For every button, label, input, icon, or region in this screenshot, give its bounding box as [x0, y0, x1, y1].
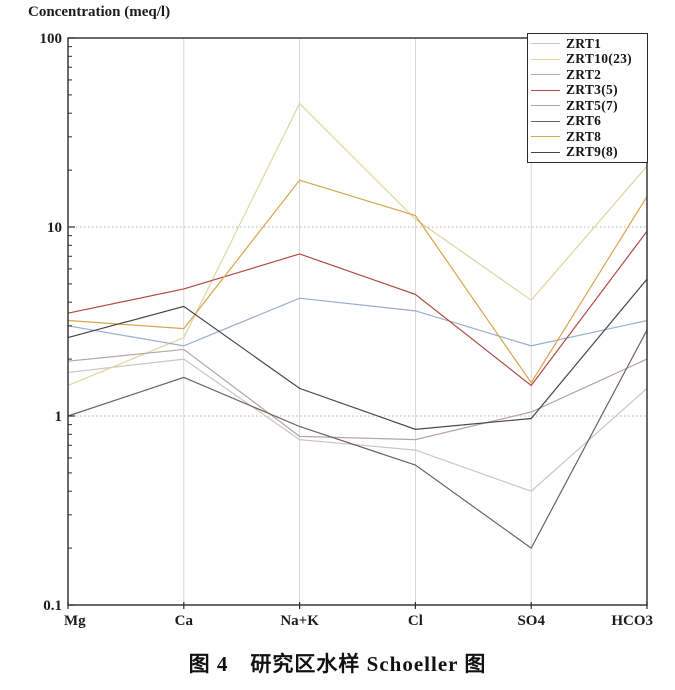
legend-label: ZRT2	[566, 66, 602, 82]
series-line-zrt98	[67, 278, 648, 430]
x-tick-label: Cl	[408, 613, 423, 629]
legend-label: ZRT9(8)	[566, 144, 618, 160]
legend-item-zrt2: ZRT2	[528, 66, 647, 82]
legend-item-zrt98: ZRT9(8)	[528, 144, 647, 160]
series-line-zrt8	[67, 179, 648, 384]
legend-label: ZRT8	[566, 128, 602, 144]
legend-line-swatch	[531, 151, 560, 153]
legend-label: ZRT6	[566, 113, 602, 129]
legend-line-swatch	[531, 105, 560, 107]
legend-label: ZRT3(5)	[566, 82, 618, 98]
y-tick-label: 1	[55, 409, 63, 425]
x-tick-label: Na+K	[280, 613, 319, 629]
y-tick-label: 0.1	[43, 598, 62, 614]
x-tick-label: Mg	[64, 613, 86, 629]
legend-item-zrt1023: ZRT10(23)	[528, 51, 647, 67]
legend-box: ZRT1 ZRT10(23) ZRT2 ZRT3(5) ZRT5(7) ZRT6 ZRT8 Z…	[527, 33, 648, 163]
y-tick-label: 10	[47, 220, 62, 236]
legend-item-zrt6: ZRT6	[528, 113, 647, 129]
series-line-zrt35	[67, 230, 648, 387]
legend-line-swatch	[531, 136, 560, 138]
y-axis-title: Concentration (meq/l)	[28, 4, 171, 20]
legend-line-swatch	[531, 120, 560, 122]
figure-caption: 图 4 研究区水样 Schoeller 图	[188, 652, 487, 676]
schoeller-chart: 100 10 1 0.1Mg Ca Na+K Cl SO4 HCO3	[40, 31, 654, 629]
y-tick-label: 100	[40, 31, 63, 47]
legend-line-swatch	[531, 89, 560, 91]
legend-item-zrt35: ZRT3(5)	[528, 82, 647, 98]
legend-label: ZRT1	[566, 35, 602, 51]
plot-border	[67, 37, 648, 606]
legend-label: ZRT5(7)	[566, 97, 618, 113]
legend-item-zrt8: ZRT8	[528, 128, 647, 144]
legend-item-zrt1: ZRT1	[528, 35, 647, 51]
series-line-zrt6	[67, 329, 648, 549]
series-line-zrt2	[67, 297, 648, 347]
series-line-zrt1	[67, 358, 648, 492]
x-tick-label: SO4	[517, 613, 545, 629]
legend-label: ZRT10(23)	[566, 51, 632, 67]
series-line-zrt57	[67, 348, 648, 441]
legend-line-swatch	[531, 43, 560, 45]
legend-line-swatch	[531, 58, 560, 60]
legend-item-zrt57: ZRT5(7)	[528, 97, 647, 113]
x-tick-label: Ca	[175, 613, 194, 629]
x-tick-label: HCO3	[611, 613, 653, 629]
legend-line-swatch	[531, 74, 560, 76]
series-line-zrt1023	[67, 102, 648, 387]
